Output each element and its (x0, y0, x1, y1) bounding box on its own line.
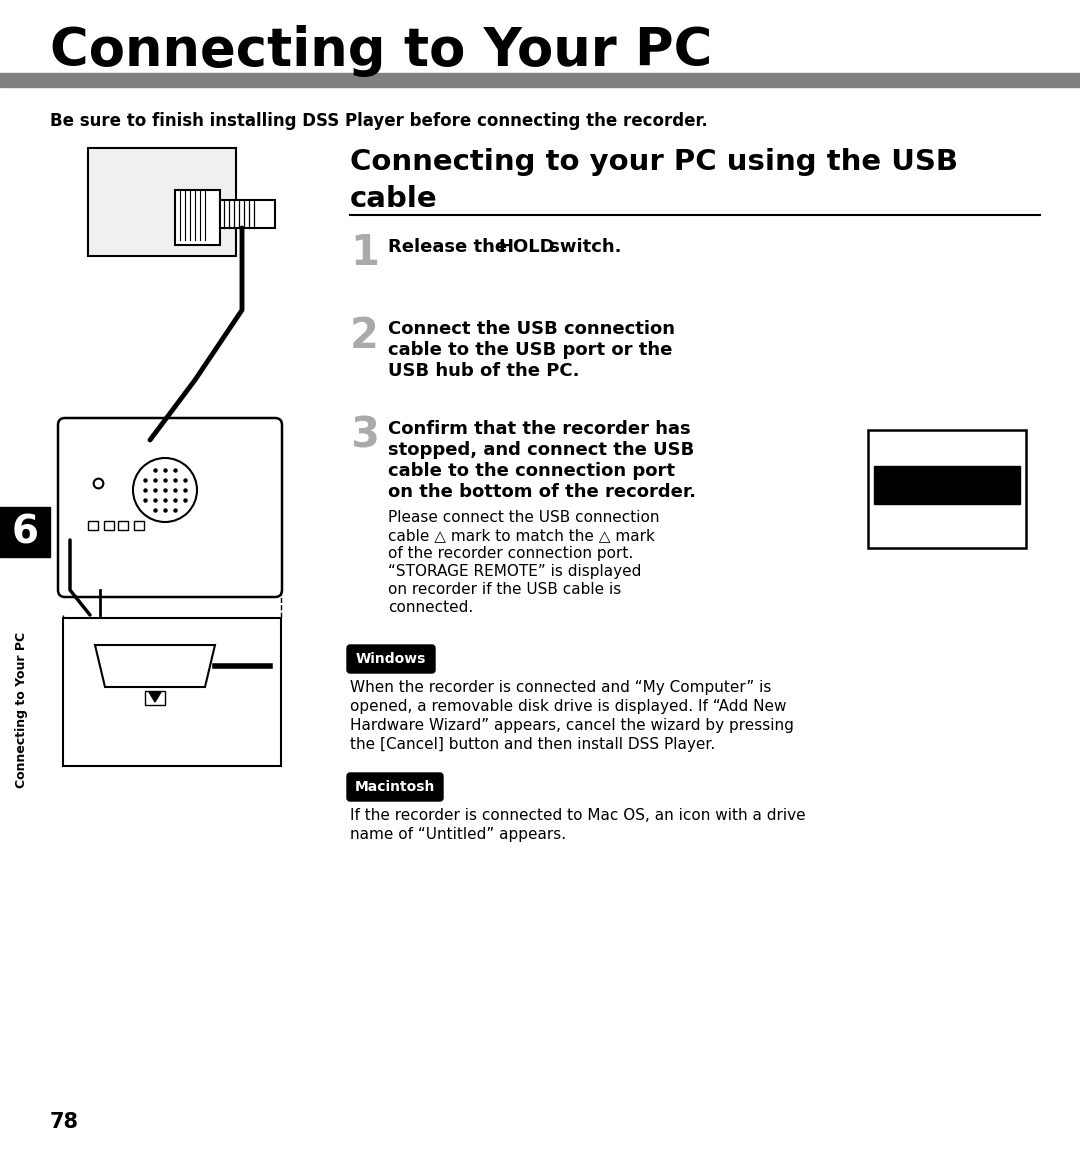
Text: When the recorder is connected and “My Computer” is: When the recorder is connected and “My C… (350, 680, 771, 695)
Text: “STORAGE REMOTE” is displayed: “STORAGE REMOTE” is displayed (388, 564, 642, 579)
Text: on the bottom of the recorder.: on the bottom of the recorder. (388, 483, 696, 501)
FancyBboxPatch shape (347, 645, 435, 673)
Bar (220, 200, 275, 228)
Text: Connecting to Your PC: Connecting to Your PC (15, 632, 28, 788)
Text: Release the: Release the (388, 238, 513, 255)
Bar (0, 507, 50, 557)
Text: Windows: Windows (355, 652, 427, 666)
Text: 2: 2 (350, 314, 379, 357)
Text: 3: 3 (350, 415, 379, 457)
Text: Connect the USB connection: Connect the USB connection (388, 320, 675, 338)
Text: cable to the connection port: cable to the connection port (388, 462, 675, 480)
Bar (145, 691, 165, 705)
Polygon shape (149, 692, 161, 702)
Text: on recorder if the USB cable is: on recorder if the USB cable is (388, 581, 621, 596)
Text: cable to the USB port or the: cable to the USB port or the (388, 341, 673, 360)
Text: 6: 6 (12, 513, 39, 551)
Text: REMOTE: REMOTE (921, 457, 973, 467)
Text: Confirm that the recorder has: Confirm that the recorder has (388, 420, 690, 438)
Text: USB hub of the PC.: USB hub of the PC. (388, 362, 580, 380)
Bar (868, 430, 1026, 548)
Text: Please connect the USB connection: Please connect the USB connection (388, 510, 660, 525)
Text: 78: 78 (50, 1112, 79, 1132)
Text: Connecting to Your PC: Connecting to Your PC (50, 25, 713, 77)
Text: Macintosh: Macintosh (355, 780, 435, 794)
FancyBboxPatch shape (58, 418, 282, 596)
Text: STORAGE: STORAGE (918, 444, 976, 454)
Text: stopped, and connect the USB: stopped, and connect the USB (388, 440, 694, 459)
Text: of the recorder connection port.: of the recorder connection port. (388, 546, 633, 561)
Text: cable: cable (350, 185, 437, 213)
Bar (104, 521, 114, 529)
Text: connected.: connected. (388, 600, 473, 615)
Text: opened, a removable disk drive is displayed. If “Add New: opened, a removable disk drive is displa… (350, 699, 786, 714)
Bar (87, 521, 98, 529)
Text: Hardware Wizard” appears, cancel the wizard by pressing: Hardware Wizard” appears, cancel the wiz… (350, 718, 794, 733)
Text: the [Cancel] button and then install DSS Player.: the [Cancel] button and then install DSS… (350, 738, 715, 753)
Text: HOLD: HOLD (498, 238, 555, 255)
Text: switch.: switch. (543, 238, 621, 255)
Bar (0, 73, 1080, 87)
Bar (134, 521, 144, 529)
Text: If the recorder is connected to Mac OS, an icon with a drive: If the recorder is connected to Mac OS, … (350, 808, 806, 823)
Text: cable △ mark to match the △ mark: cable △ mark to match the △ mark (388, 528, 654, 543)
Bar (87, 148, 237, 255)
Polygon shape (95, 645, 215, 687)
Text: Connecting to your PC using the USB: Connecting to your PC using the USB (350, 148, 958, 176)
Bar (874, 466, 1020, 504)
Text: Be sure to finish installing DSS Player before connecting the recorder.: Be sure to finish installing DSS Player … (50, 112, 707, 129)
Text: 1: 1 (350, 232, 379, 274)
Bar (63, 618, 281, 766)
Text: name of “Untitled” appears.: name of “Untitled” appears. (350, 827, 566, 842)
FancyBboxPatch shape (347, 773, 443, 801)
Bar (175, 190, 220, 245)
Bar (118, 521, 129, 529)
